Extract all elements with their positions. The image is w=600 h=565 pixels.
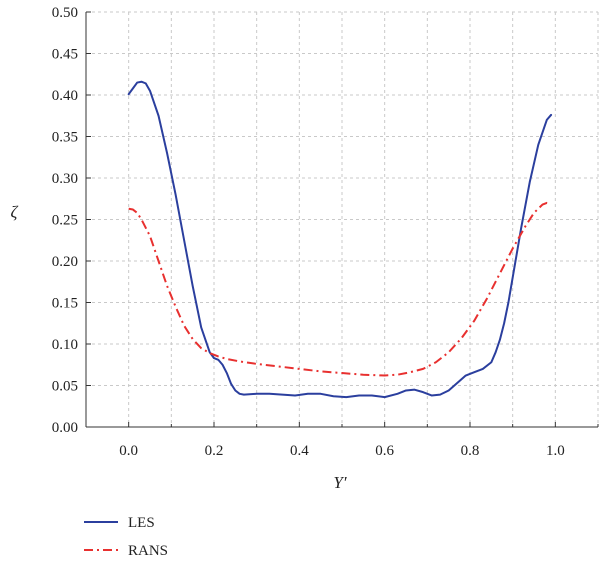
ticks: 0.00 0.05 0.10 0.15 0.20 0.25 0.30 0.35 0.40 0.45… xyxy=(52,5,599,459)
y-tick-label: 0.20 xyxy=(52,254,78,270)
y-tick-label: 0.50 xyxy=(52,5,78,21)
x-tick-label: 1.0 xyxy=(546,443,565,459)
x-tick-label: 0.8 xyxy=(461,443,480,459)
x-tick-label: 0.6 xyxy=(375,443,394,459)
y-tick-label: 0.15 xyxy=(52,296,78,312)
x-tick-label: 0.2 xyxy=(205,443,224,459)
y-tick-label: 0.40 xyxy=(52,88,78,104)
x-axis-label: Y′ xyxy=(333,473,346,492)
legend-les-label: LES xyxy=(128,515,155,531)
y-tick-label: 0.35 xyxy=(52,130,78,146)
series-line-rans xyxy=(128,201,552,377)
grid xyxy=(86,11,599,427)
x-tick-label: 0.0 xyxy=(119,443,138,459)
legend-rans-label: RANS xyxy=(128,543,168,559)
y-tick-label: 0.25 xyxy=(52,213,78,229)
legend: LES RANS xyxy=(84,515,168,559)
series-layer xyxy=(127,80,553,399)
y-tick-label: 0.05 xyxy=(52,379,78,395)
y-tick-label: 0.00 xyxy=(52,420,78,436)
series-line-les xyxy=(127,80,553,399)
y-tick-label: 0.45 xyxy=(52,47,78,63)
x-tick-label: 0.4 xyxy=(290,443,309,459)
y-tick-label: 0.30 xyxy=(52,171,78,187)
y-axis-label: ζ xyxy=(11,203,19,222)
y-tick-label: 0.10 xyxy=(52,337,78,353)
